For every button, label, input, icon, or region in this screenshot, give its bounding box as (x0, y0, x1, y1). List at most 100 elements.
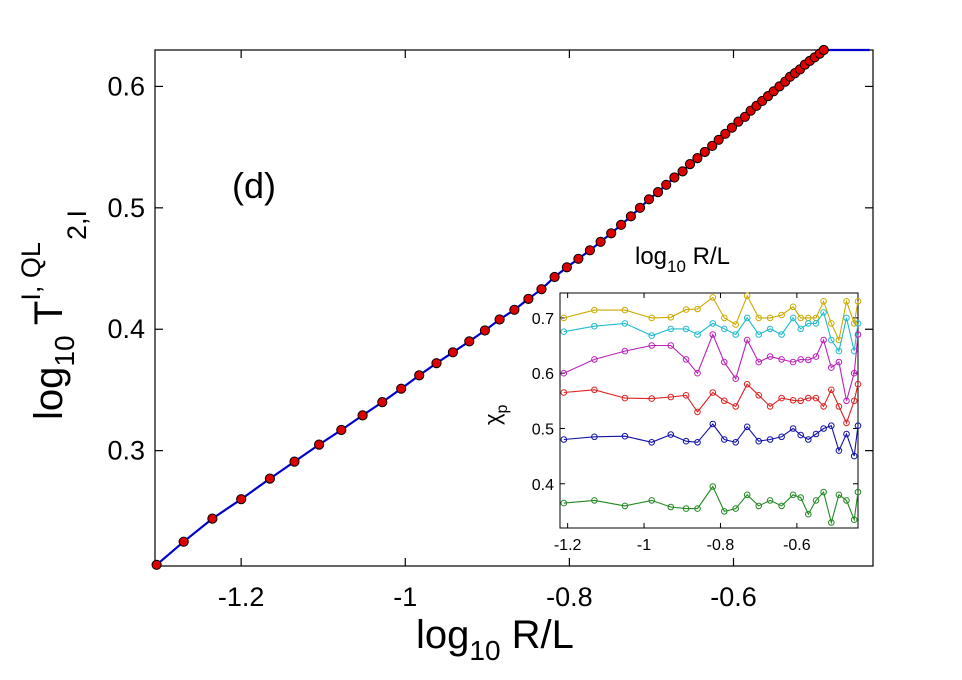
inset-data-point (850, 320, 858, 327)
inset-data-point (843, 314, 850, 322)
inset-data-point (694, 505, 701, 512)
x-tick-label: -0.8 (546, 582, 593, 612)
inset-data-point (667, 393, 675, 401)
inset-data-point (778, 502, 785, 510)
inset-data-point (591, 497, 598, 504)
main-data-point (377, 397, 388, 408)
svg-text:log10 TI, QL: log10 TI, QL (16, 242, 80, 420)
inset-data-point (709, 389, 717, 396)
inset-data-point (755, 502, 763, 510)
inset-data-point (854, 422, 862, 430)
inset-plot-frame (559, 292, 859, 529)
inset-plot: -1.2 -1 -0.8 -0.6 0.4 0.5 0.6 0.7 log10 R/L χp (480, 243, 862, 554)
inset-series-line (563, 423, 859, 457)
main-data-point (726, 122, 738, 133)
inset-x-tick-label: -1.2 (554, 537, 582, 554)
inset-data-point (732, 439, 740, 446)
inset-data-point (850, 452, 858, 460)
inset-ticks: -1.2 -1 -0.8 -0.6 0.4 0.5 0.6 0.7 (532, 293, 858, 554)
x-tick-label: -1.2 (218, 582, 265, 612)
inset-data-point (797, 397, 805, 405)
main-data-point (464, 336, 475, 347)
inset-y-tick-label: 0.5 (532, 421, 554, 438)
inset-data-point (812, 430, 820, 438)
inset-data-point (797, 356, 805, 363)
inset-data-point (721, 358, 728, 366)
inset-data-point (721, 397, 728, 405)
inset-data-point (828, 336, 835, 344)
y-axis-label: log10 TI, QL 2,I (16, 210, 92, 420)
inset-data-point (854, 488, 862, 496)
inset-title: log10 R/L (635, 243, 730, 276)
x-tick-label: -1 (393, 582, 417, 612)
main-data-point (616, 219, 627, 230)
main-data-point (494, 314, 505, 325)
inset-data-point (850, 397, 858, 405)
inset-data-point (621, 306, 629, 314)
inset-data-point (812, 320, 820, 327)
inset-data-point (843, 397, 850, 405)
svg-text:2,I: 2,I (62, 210, 92, 240)
inset-data-point (560, 436, 568, 443)
inset-data-point (820, 336, 827, 344)
main-data-point (692, 153, 703, 164)
inset-x-tick-label: -1 (637, 537, 651, 554)
main-data-point (289, 456, 300, 467)
inset-data-point (812, 353, 820, 360)
inset-data-point (667, 431, 675, 438)
inset-data-point (694, 408, 701, 416)
inset-data-point (812, 497, 820, 504)
y-tick-label: 0.5 (107, 193, 145, 223)
inset-data-point (743, 314, 751, 322)
main-data-point (509, 304, 520, 315)
inset-series-line (563, 485, 859, 525)
inset-data-point (854, 380, 862, 388)
inset-data-point (591, 386, 598, 394)
inset-data-point (560, 389, 568, 396)
inset-data-point (805, 510, 812, 518)
inset-data-point (648, 497, 656, 504)
inset-data-point (789, 425, 797, 432)
inset-data-point (835, 447, 843, 454)
inset-data-point (766, 353, 774, 360)
main-data-point (523, 293, 534, 304)
inset-data-point (843, 419, 850, 427)
inset-data-point (766, 403, 774, 410)
inset-data-point (621, 432, 629, 440)
inset-data-point (755, 437, 763, 445)
inset-data-point (648, 342, 656, 349)
inset-data-point (843, 497, 850, 504)
inset-data-point (835, 491, 843, 499)
inset-data-point (621, 394, 629, 402)
inset-data-point (743, 292, 751, 300)
inset-data-point (721, 508, 728, 515)
inset-data-point (743, 491, 751, 499)
main-data-point (606, 228, 617, 239)
panel-label: (d) (232, 165, 276, 206)
main-data-point (414, 370, 425, 381)
main-data-point (236, 494, 247, 505)
inset-data-point (682, 505, 690, 512)
main-data-point (573, 253, 584, 264)
inset-data-point (778, 394, 785, 402)
main-data-point (584, 245, 596, 256)
inset-data-point (694, 331, 701, 338)
inset-data-point (828, 519, 835, 526)
main-data-point (479, 325, 490, 336)
inset-data-point (778, 433, 785, 441)
inset-data-point (648, 314, 656, 322)
inset-data-point (721, 314, 728, 322)
inset-data-point (797, 325, 805, 333)
inset-data-point (694, 439, 701, 446)
main-data-point (677, 166, 688, 177)
inset-data-point (835, 403, 843, 410)
inset-data-point (805, 356, 812, 364)
inset-data-point (755, 331, 763, 338)
inset-data-point (820, 309, 827, 316)
inset-data-point (667, 325, 675, 333)
y-tick-label: 0.3 (107, 436, 145, 466)
inset-data-point (682, 356, 690, 363)
inset-data-point (732, 375, 740, 383)
main-data-point (818, 44, 829, 56)
main-data-point (669, 172, 680, 183)
